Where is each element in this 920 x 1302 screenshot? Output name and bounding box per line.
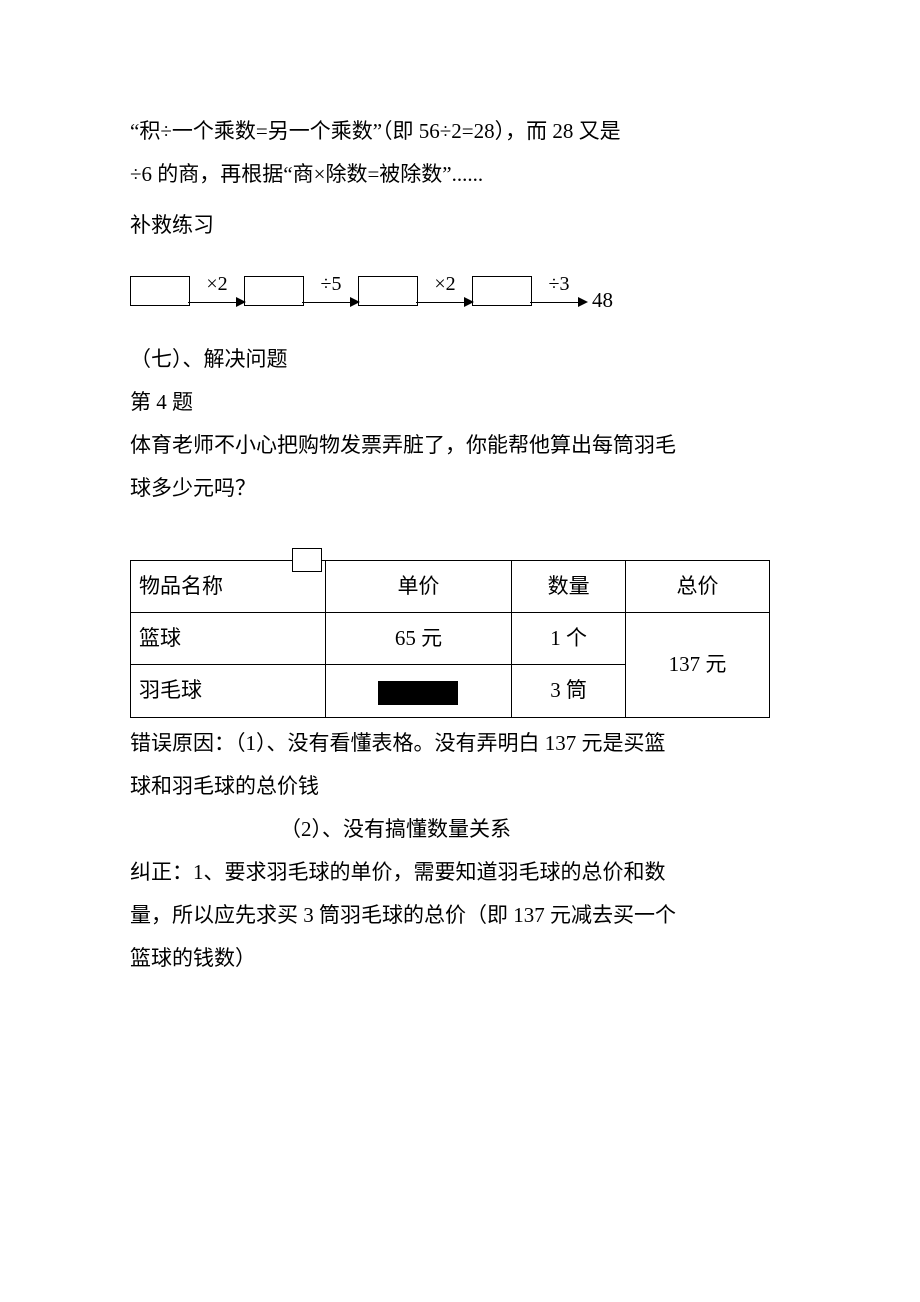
invoice-table: 物品名称 单价 数量 总价 篮球 65 元 1 个 137 元 羽毛球 3 筒 bbox=[130, 560, 770, 717]
th-qty: 数量 bbox=[512, 561, 626, 613]
fix-line3: 篮球的钱数） bbox=[130, 937, 800, 980]
flow-arrow-1: ×2 bbox=[188, 274, 246, 308]
cell-total: 137 元 bbox=[626, 613, 770, 717]
error-reason-line1: 错误原因：（1）、没有看懂表格。没有弄明白 137 元是买篮 bbox=[130, 722, 800, 765]
flow-arrow-4: ÷3 bbox=[530, 274, 588, 308]
arrow-icon bbox=[302, 296, 360, 308]
error-reason-line2: 球和羽毛球的总价钱 bbox=[130, 765, 800, 808]
document-page: “积÷一个乘数=另一个乘数”（即 56÷2=28），而 28 又是 ÷6 的商，… bbox=[0, 0, 920, 1060]
arrow-icon bbox=[188, 296, 246, 308]
flow-box bbox=[130, 276, 190, 306]
ink-blot bbox=[378, 681, 458, 705]
table-tab-box bbox=[292, 548, 322, 572]
invoice-table-wrap: 物品名称 单价 数量 总价 篮球 65 元 1 个 137 元 羽毛球 3 筒 bbox=[130, 560, 800, 717]
cell-qty: 3 筒 bbox=[512, 665, 626, 717]
th-price: 单价 bbox=[325, 561, 512, 613]
op-label: ÷5 bbox=[321, 274, 342, 294]
section-7-heading: （七）、解决问题 bbox=[130, 338, 800, 381]
flow-arrow-2: ÷5 bbox=[302, 274, 360, 308]
op-label: ÷3 bbox=[549, 274, 570, 294]
flow-box bbox=[358, 276, 418, 306]
table-header-row: 物品名称 单价 数量 总价 bbox=[131, 561, 770, 613]
remedy-label: 补救练习 bbox=[130, 204, 800, 247]
flow-arrow-3: ×2 bbox=[416, 274, 474, 308]
flow-diagram: ×2 ÷5 ×2 ÷3 48 bbox=[130, 269, 800, 312]
arrow-icon bbox=[416, 296, 474, 308]
op-label: ×2 bbox=[434, 274, 455, 294]
flow-box bbox=[472, 276, 532, 306]
question-4-label: 第 4 题 bbox=[130, 381, 800, 424]
arrow-icon bbox=[530, 296, 588, 308]
cell-qty: 1 个 bbox=[512, 613, 626, 665]
cell-name: 篮球 bbox=[131, 613, 326, 665]
table-row: 篮球 65 元 1 个 137 元 bbox=[131, 613, 770, 665]
fix-line1: 纠正：1、要求羽毛球的单价，需要知道羽毛球的总价和数 bbox=[130, 851, 800, 894]
question-4-text-line1: 体育老师不小心把购物发票弄脏了，你能帮他算出每筒羽毛 bbox=[130, 424, 800, 467]
op-label: ×2 bbox=[206, 274, 227, 294]
error-reason-2: （2）、没有搞懂数量关系 bbox=[130, 808, 800, 851]
cell-price-blot bbox=[325, 665, 512, 717]
question-4-text-line2: 球多少元吗？ bbox=[130, 467, 800, 510]
cell-name: 羽毛球 bbox=[131, 665, 326, 717]
flow-box bbox=[244, 276, 304, 306]
th-total: 总价 bbox=[626, 561, 770, 613]
intro-paragraph-line2: ÷6 的商，再根据“商×除数=被除数”...... bbox=[130, 153, 800, 196]
flow-result: 48 bbox=[592, 279, 613, 322]
cell-price: 65 元 bbox=[325, 613, 512, 665]
fix-line2: 量，所以应先求买 3 筒羽毛球的总价（即 137 元减去买一个 bbox=[130, 894, 800, 937]
intro-paragraph-line1: “积÷一个乘数=另一个乘数”（即 56÷2=28），而 28 又是 bbox=[130, 110, 800, 153]
